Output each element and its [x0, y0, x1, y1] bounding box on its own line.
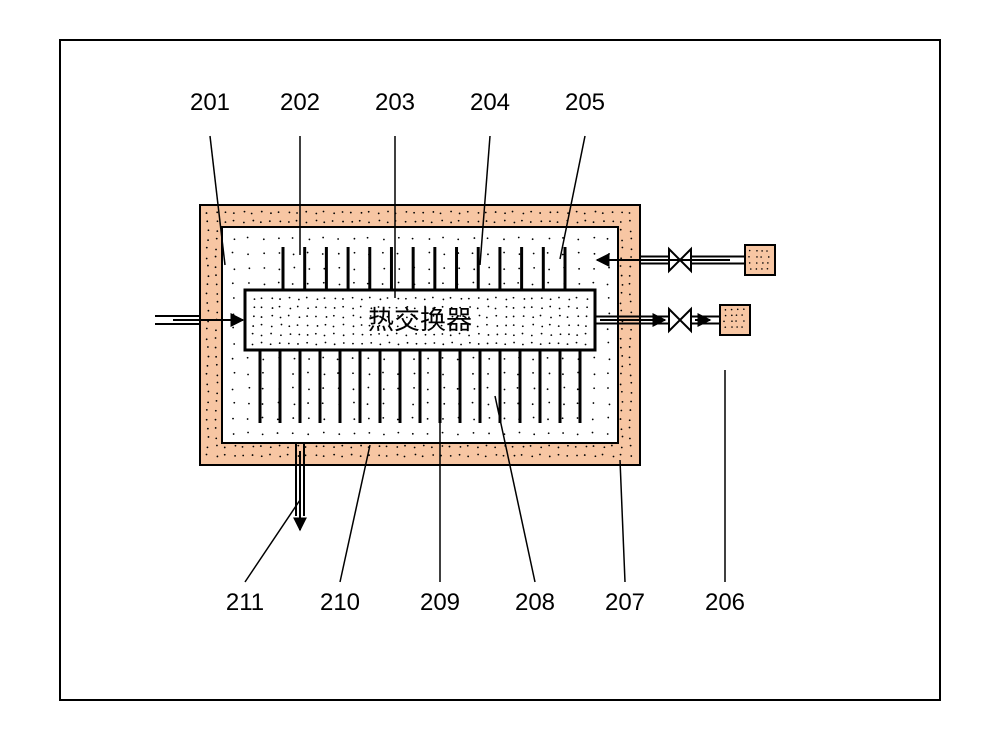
svg-text:201: 201: [190, 89, 230, 116]
diagram-canvas: 热交换器 201 202 203 204 205 211 210 209 208 207 206: [0, 0, 1000, 740]
diagram-svg: 热交换器 201 202 203 204 205 211 210 209 208 207 206: [0, 0, 1000, 740]
svg-text:211: 211: [226, 589, 264, 616]
svg-text:208: 208: [515, 589, 555, 616]
svg-text:210: 210: [320, 589, 360, 616]
svg-text:204: 204: [470, 89, 510, 116]
svg-text:206: 206: [705, 589, 745, 616]
svg-text:热交换器: 热交换器: [368, 306, 472, 335]
svg-text:209: 209: [420, 589, 460, 616]
svg-text:207: 207: [605, 589, 645, 616]
svg-text:205: 205: [565, 89, 605, 116]
svg-text:203: 203: [375, 89, 415, 116]
svg-text:202: 202: [280, 89, 320, 116]
